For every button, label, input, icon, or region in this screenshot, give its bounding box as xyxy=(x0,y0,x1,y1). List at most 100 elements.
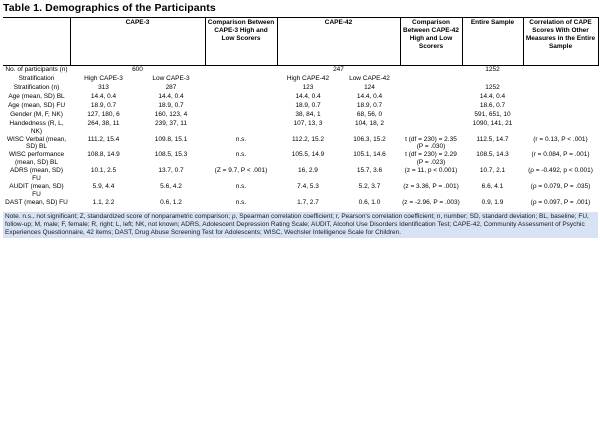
table-cell xyxy=(400,111,462,120)
table-cell: 160, 123, 4 xyxy=(154,110,188,118)
table-row: ADRS (mean, SD) FU 10.1, 2.5 13.7, 0.7 (Z =… xyxy=(3,167,598,183)
row-label: Stratification xyxy=(18,74,55,82)
table-cell: 1.1, 2.2 xyxy=(92,198,115,206)
table-cell: 6.6, 4.1 xyxy=(481,183,504,191)
table-cell: 107, 13, 3 xyxy=(293,119,323,127)
table-cell: Low CAPE-42 xyxy=(349,74,390,82)
table-cell: 108.8, 14.9 xyxy=(87,151,120,159)
table-row: Gender (M, F, NK) 127, 180, 6 160, 123, 4 3… xyxy=(3,111,598,120)
table-body: No. of participants (n) 600 247 1252 Stratif… xyxy=(3,65,598,208)
table-cell: (r = 0.084, P = .001) xyxy=(531,151,590,159)
table-cell: 105.1, 14.6 xyxy=(353,151,386,159)
row-label: AUDIT (mean, SD) FU xyxy=(9,183,64,198)
table-cell: t (df = 230) = 2.35 (P = .030) xyxy=(405,135,457,151)
table-cell: n.s. xyxy=(235,151,247,159)
table-cell xyxy=(523,75,598,84)
table-cell: 123 xyxy=(302,83,314,91)
table-cell: 313 xyxy=(98,83,109,91)
table-cell: 13.7, 0.7 xyxy=(158,167,184,175)
table-cell xyxy=(400,120,462,136)
table-row: Stratification (n) 313 287 123 124 1252 xyxy=(3,84,598,93)
table-cell: n.s. xyxy=(235,198,247,206)
table-cell: 105.5, 14.9 xyxy=(291,151,325,159)
table-title: Table 1. Demographics of the Participant… xyxy=(3,2,216,14)
table-cell: n.s. xyxy=(235,183,247,191)
table-cell xyxy=(205,65,277,75)
table-cell: 14.4, 0.4 xyxy=(479,92,506,100)
table-cell: 5.2, 3.7 xyxy=(358,183,381,191)
table-cell: High CAPE-42 xyxy=(286,74,330,82)
table-cell: 14.4, 0.4 xyxy=(158,92,184,100)
table-cell: 18.9, 0.7 xyxy=(295,101,321,109)
table-cell: 108.5, 14.3 xyxy=(476,151,509,159)
table-cell: n.s. xyxy=(235,135,247,143)
row-label: DAST (mean, SD) FU xyxy=(5,198,68,206)
table-cell xyxy=(523,65,598,75)
row-label: ADRS (mean, SD) FU xyxy=(9,167,64,183)
table-cell: 287 xyxy=(165,83,177,91)
table-cell: 591, 651, 10 xyxy=(474,110,511,118)
table-cell: 10.1, 2.5 xyxy=(90,167,117,175)
header-row: CAPE-3 Comparison Between CAPE-3 High and… xyxy=(3,17,599,66)
table-cell: 18.9, 0.7 xyxy=(90,101,117,109)
row-label-column-header xyxy=(3,17,71,66)
row-label: Stratification (n) xyxy=(13,83,60,91)
table-cell: t (df = 230) = 2.29 (P = .023) xyxy=(405,151,457,167)
column-header: Correlation of CAPE Scores With Other Me… xyxy=(522,17,599,66)
table-cell xyxy=(205,93,277,102)
table-cell: 7.4, 5.3 xyxy=(297,183,319,191)
table-header: CAPE-3 Comparison Between CAPE-3 High and… xyxy=(3,17,599,66)
table-cell xyxy=(400,65,462,75)
table-cell: 112.5, 14.7 xyxy=(476,135,509,143)
table-cell: 5.9, 4.4 xyxy=(92,183,115,191)
table-cell: 1090, 141, 21 xyxy=(472,119,513,127)
table-cell: (z = 11, p < 0.001) xyxy=(404,167,458,175)
row-label: Gender (M, F, NK) xyxy=(10,110,63,118)
table-cell: High CAPE-3 xyxy=(84,74,123,82)
row-label: WISC performance (mean, SD) BL xyxy=(8,151,65,167)
table-cell: (r = 0.13, P < .001) xyxy=(533,135,588,143)
table-cell: 16, 2.9 xyxy=(298,167,318,175)
document-page: Table 1. Demographics of the Participant… xyxy=(3,2,599,239)
table-cell: (Z = 9.7, P < .001) xyxy=(214,167,268,175)
table-row: No. of participants (n) 600 247 1252 xyxy=(3,65,598,75)
row-label: Age (mean, SD) FU xyxy=(7,101,66,109)
table-cell xyxy=(400,84,462,93)
table-cell: 18.9, 0.7 xyxy=(356,101,383,109)
table-cell xyxy=(523,102,598,111)
column-header: Comparison Between CAPE-42 High and Low … xyxy=(399,17,463,66)
table-cell: 38, 84, 1 xyxy=(295,110,321,118)
table-cell xyxy=(523,120,598,136)
table-cell: 247 xyxy=(333,65,344,73)
table-cell: 112.2, 15.2 xyxy=(291,135,325,143)
table-cell: (ρ = 0.079, P = .035) xyxy=(530,183,591,191)
table-cell: 0.6, 1.2 xyxy=(160,198,182,206)
table-cell: 18.6, 0.7 xyxy=(479,101,506,109)
table-cell xyxy=(400,75,462,84)
table-cell: (ρ = 0.097, P = .001) xyxy=(530,198,591,206)
table-cell: 68, 56, 0 xyxy=(356,110,383,118)
column-header: CAPE-42 xyxy=(276,17,401,66)
column-header: CAPE-3 xyxy=(69,17,206,66)
table-cell xyxy=(205,120,277,136)
table-cell: 18.9, 0.7 xyxy=(158,101,184,109)
table-cell: 14.4, 0.4 xyxy=(356,92,383,100)
row-label: No. of participants (n) xyxy=(5,65,68,73)
table-cell: 124 xyxy=(364,83,375,91)
table-cell xyxy=(205,84,277,93)
table-cell: (z = 3.36, P = .001) xyxy=(403,183,459,191)
row-label: WISC Verbal (mean, SD) BL xyxy=(6,135,67,151)
row-label: Age (mean, SD) BL xyxy=(8,92,65,100)
table-cell xyxy=(205,111,277,120)
table-cell: 5.6, 4.2 xyxy=(160,183,182,191)
table-footnote: Note. n.s., not significant; Z, standard… xyxy=(3,211,598,239)
table-row: DAST (mean, SD) FU 1.1, 2.2 0.6, 1.2 n.s. 1.… xyxy=(3,199,598,208)
column-header: Comparison Between CAPE-3 High and Low S… xyxy=(204,17,278,66)
table-cell xyxy=(400,93,462,102)
table-cell: 1252 xyxy=(485,65,500,73)
row-label: Handedness (R, L, NK) xyxy=(9,119,64,135)
table-cell: 0.9, 1.9 xyxy=(481,198,504,206)
column-header: Entire Sample xyxy=(461,17,524,66)
table-cell xyxy=(523,93,598,102)
table-cell: 600 xyxy=(132,65,143,73)
